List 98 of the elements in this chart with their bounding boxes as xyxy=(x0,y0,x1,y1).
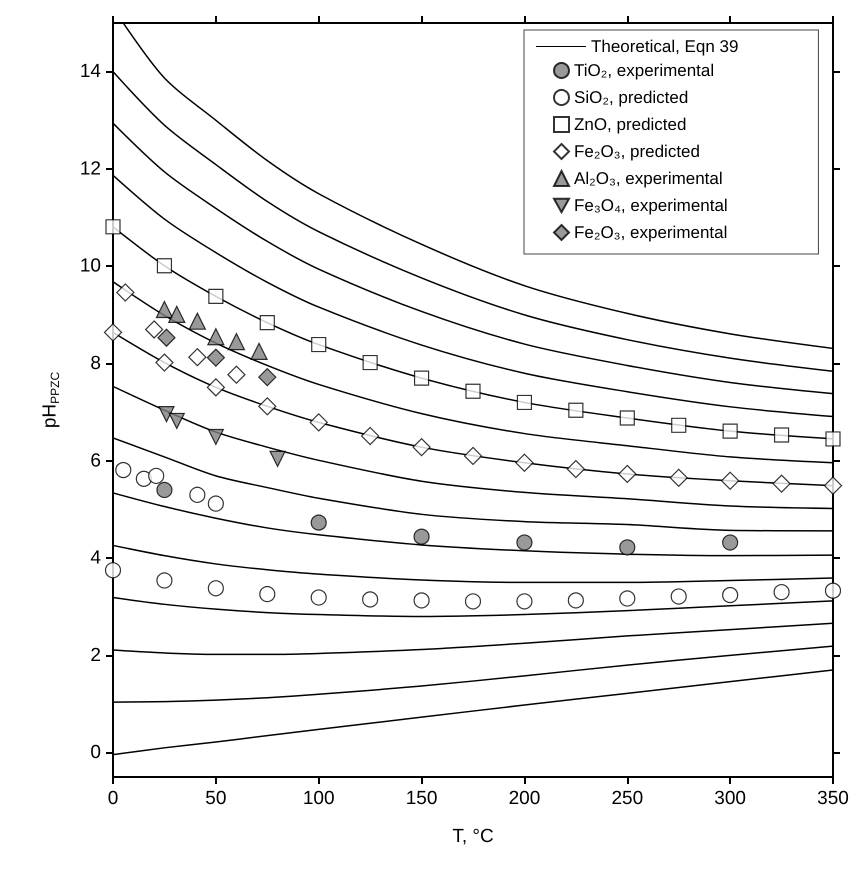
legend-label: Fe₂O₃, experimental xyxy=(574,223,728,242)
legend-label: Fe₂O₃, predicted xyxy=(574,142,700,161)
point xyxy=(206,348,225,367)
legend-label: Al₂O₃, experimental xyxy=(574,169,723,188)
point xyxy=(310,413,328,432)
point xyxy=(620,410,635,426)
point xyxy=(168,306,186,323)
point xyxy=(104,323,122,342)
point xyxy=(188,348,206,366)
point xyxy=(465,384,481,399)
point xyxy=(156,572,173,589)
point xyxy=(566,460,585,478)
point xyxy=(208,496,224,512)
point xyxy=(208,428,224,446)
point xyxy=(618,464,636,484)
legend-label: Fe₃O₄, experimental xyxy=(574,196,728,215)
legend-label: SiO₂, predicted xyxy=(574,88,688,107)
legend-label: TiO₂, experimental xyxy=(574,61,714,80)
point xyxy=(516,593,533,610)
y-axis-title: pHPPZC xyxy=(40,372,62,428)
point xyxy=(260,315,275,330)
y-tick-label: 4 xyxy=(90,548,102,569)
point xyxy=(206,378,225,396)
point xyxy=(515,454,534,472)
point xyxy=(413,528,430,545)
y-tick-label: 8 xyxy=(90,353,101,374)
point xyxy=(825,431,841,447)
legend-label: ZnO, predicted xyxy=(574,115,686,134)
point xyxy=(670,468,688,487)
point xyxy=(145,320,164,339)
point xyxy=(670,588,687,605)
point xyxy=(207,328,224,346)
y-tick-label: 14 xyxy=(80,61,102,82)
point xyxy=(228,333,246,350)
point xyxy=(412,438,431,456)
y-tick-label: 6 xyxy=(90,450,101,472)
x-tick-label: 0 xyxy=(108,788,118,809)
point xyxy=(156,300,174,318)
point xyxy=(824,476,842,495)
point xyxy=(722,534,738,551)
point xyxy=(156,258,172,274)
y-tick-label: 12 xyxy=(80,158,101,180)
point xyxy=(259,586,276,602)
point xyxy=(362,354,378,370)
x-tick-label: 200 xyxy=(508,788,540,809)
x-tick-label: 300 xyxy=(714,788,746,809)
point xyxy=(464,446,482,466)
point xyxy=(824,582,842,599)
point xyxy=(362,591,378,608)
point xyxy=(414,370,430,386)
point xyxy=(413,592,430,609)
point xyxy=(568,402,584,418)
point xyxy=(464,593,482,610)
point xyxy=(208,580,224,596)
point xyxy=(516,394,532,410)
point xyxy=(104,562,122,578)
point xyxy=(148,468,164,484)
point xyxy=(722,424,738,439)
point xyxy=(168,412,185,430)
x-axis-title: T, °C xyxy=(452,826,494,847)
point xyxy=(269,450,286,467)
x-tick-label: 350 xyxy=(817,788,849,809)
point xyxy=(310,514,327,531)
y-tick-label: 2 xyxy=(90,644,101,666)
point xyxy=(619,539,636,556)
point xyxy=(516,534,533,551)
x-tick-label: 150 xyxy=(406,788,438,809)
point xyxy=(568,592,584,609)
point xyxy=(721,472,740,490)
point xyxy=(722,586,738,604)
point xyxy=(310,589,327,606)
point xyxy=(619,590,636,607)
point xyxy=(772,474,791,493)
point xyxy=(155,353,174,372)
point xyxy=(311,336,326,352)
point xyxy=(208,288,224,304)
y-tick-label: 10 xyxy=(80,256,101,277)
legend-label: Theoretical, Eqn 39 xyxy=(591,37,738,56)
point xyxy=(105,219,121,234)
x-tick-label: 100 xyxy=(302,788,335,809)
point xyxy=(227,366,246,384)
x-tick-label: 250 xyxy=(611,788,644,809)
point xyxy=(188,312,206,330)
point xyxy=(671,418,686,433)
point xyxy=(774,427,790,443)
point xyxy=(258,397,276,416)
point xyxy=(116,283,134,302)
y-tick-label: 0 xyxy=(90,742,101,764)
point xyxy=(773,584,790,600)
point xyxy=(258,368,276,386)
point xyxy=(250,342,268,360)
x-tick-label: 50 xyxy=(205,788,226,809)
point xyxy=(156,482,173,498)
point xyxy=(158,406,175,422)
point xyxy=(361,426,380,446)
point xyxy=(115,462,132,478)
point xyxy=(157,328,176,347)
point xyxy=(189,486,206,503)
